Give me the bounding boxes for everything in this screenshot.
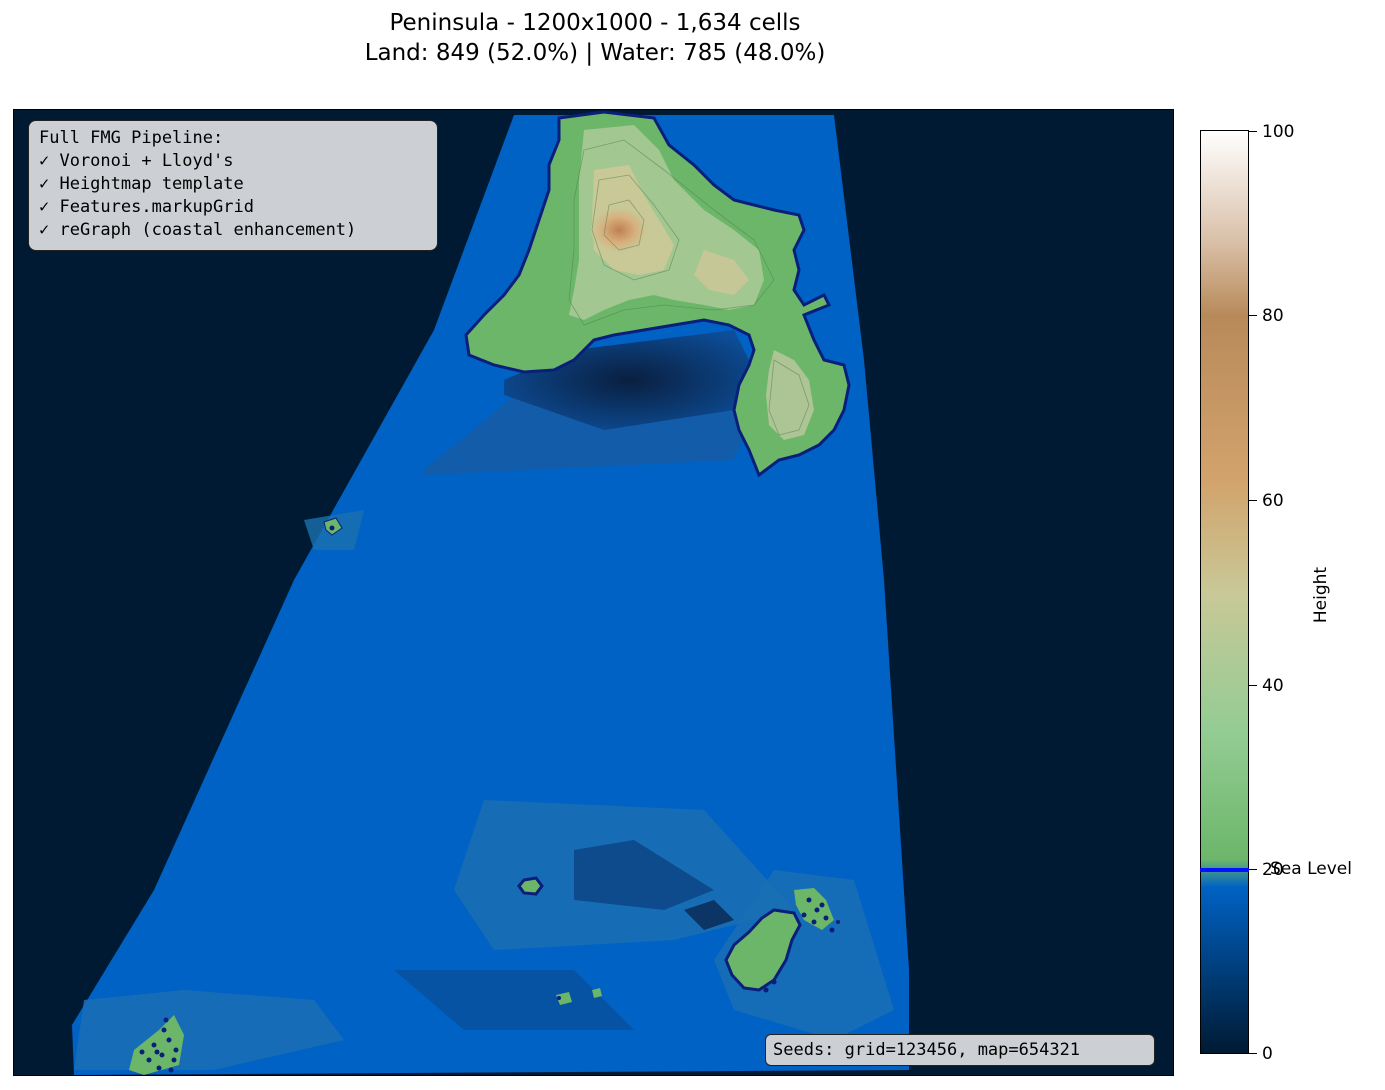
colorbar-tick-label: 60 — [1262, 491, 1284, 511]
peninsula-arm-upland — [766, 350, 814, 440]
info-line-4: ✓ Features.markupGrid — [39, 197, 254, 217]
colorbar-tick-40 — [1249, 685, 1257, 686]
colorbar-tick-20 — [1249, 869, 1257, 870]
info-line-1: Full FMG Pipeline: — [39, 128, 224, 148]
sea-level-label: Sea Level — [1270, 859, 1352, 879]
colorbar-tick-label: 100 — [1262, 122, 1295, 142]
colorbar-tick-label: 20 — [1262, 860, 1284, 880]
peninsula-peak — [591, 208, 647, 252]
colorbar-tick-label: 40 — [1262, 676, 1284, 696]
coastal-shelf-bottom — [394, 970, 634, 1030]
islet-south-c — [592, 988, 602, 998]
coastal-shelf-s2 — [574, 840, 714, 910]
colorbar-tick-60 — [1249, 500, 1257, 501]
heightmap-view[interactable] — [13, 109, 1174, 1076]
colorbar-axis-label: Height — [1311, 566, 1331, 624]
coastal-shelf-s3 — [684, 900, 734, 930]
islet-south-a — [517, 876, 544, 896]
info-line-5: ✓ reGraph (coastal enhancement) — [39, 220, 357, 240]
seeds-label: Seeds: grid=123456, map=654321 — [765, 1034, 1155, 1066]
sea-level-line — [1200, 868, 1249, 872]
peninsula-upland-east — [694, 250, 749, 295]
contour-lines — [568, 139, 810, 436]
islet-south-b — [556, 992, 572, 1005]
coast-dots — [139, 525, 840, 1073]
title-line-2: Land: 849 (52.0%) | Water: 785 (48.0%) — [364, 40, 826, 66]
colorbar-tick-0 — [1249, 1053, 1257, 1054]
title-line-1: Peninsula - 1200x1000 - 1,634 cells — [389, 10, 801, 36]
info-line-2: ✓ Voronoi + Lloyd's — [39, 151, 234, 171]
colorbar-tick-label: 0 — [1262, 1044, 1273, 1064]
colorbar-tick-80 — [1249, 315, 1257, 316]
chart-title: Peninsula - 1200x1000 - 1,634 cells Land… — [0, 8, 1190, 68]
pipeline-info-box: Full FMG Pipeline: ✓ Voronoi + Lloyd's ✓… — [28, 120, 438, 251]
height-colorbar — [1200, 130, 1249, 1054]
info-line-3: ✓ Heightmap template — [39, 174, 244, 194]
island-south-large — [724, 908, 802, 992]
colorbar-tick-100 — [1249, 131, 1257, 132]
colorbar-tick-label: 80 — [1262, 306, 1284, 326]
coastal-shelf-se — [714, 870, 894, 1040]
